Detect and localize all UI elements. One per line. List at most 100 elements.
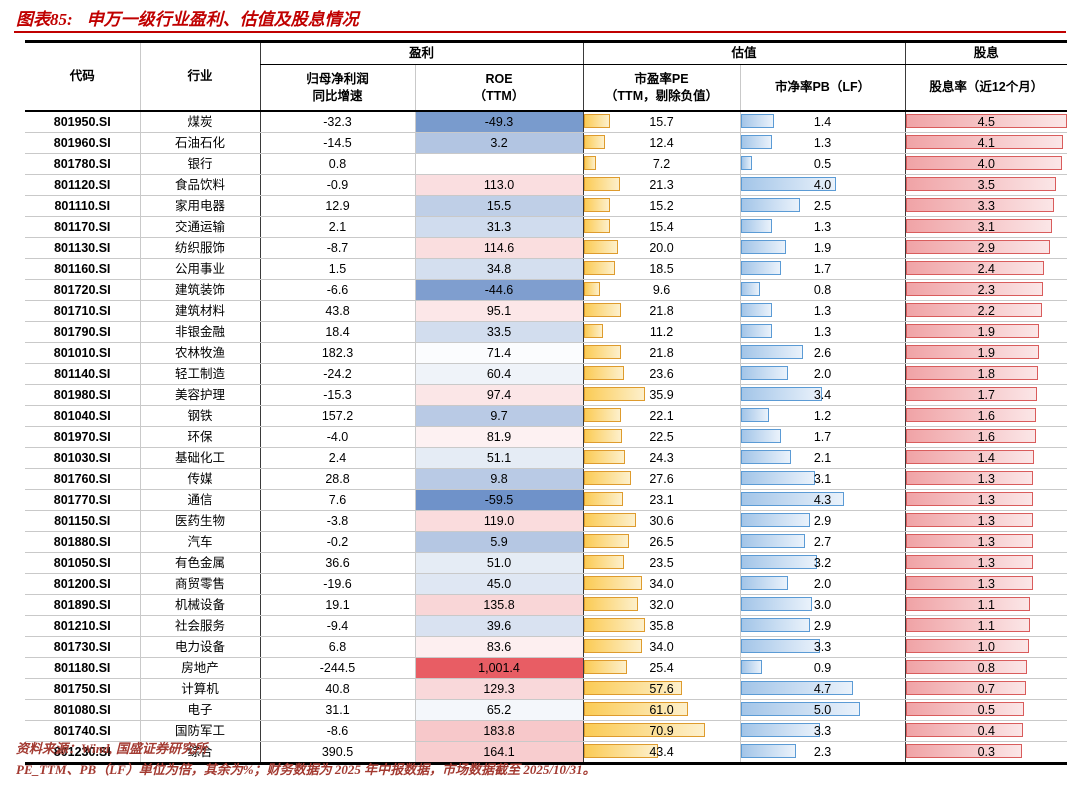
pe-cell: 15.4 — [582, 216, 741, 238]
pb-bar-wrap: 4.7 — [741, 679, 905, 699]
code-cell: 801980.SI — [25, 384, 140, 406]
pe-bar — [584, 660, 628, 674]
pe-bar — [584, 597, 639, 611]
pb-cell: 1.3 — [739, 132, 906, 154]
col-header-industry: 行业 — [139, 41, 260, 112]
table-row: 801790.SI 非银金融 18.4 33.5 11.2 1.3 1.9 — [25, 321, 1068, 343]
pe-bar-wrap: 23.5 — [584, 553, 740, 573]
table-row: 801140.SI 轻工制造 -24.2 60.4 23.6 2.0 1.8 — [25, 363, 1068, 385]
pb-cell: 1.4 — [739, 111, 906, 133]
industry-cell: 美容护理 — [139, 384, 260, 406]
dividend-bar-wrap: 2.9 — [906, 238, 1067, 258]
roe-cell: 119.0 — [414, 510, 584, 532]
growth-cell: -14.5 — [259, 132, 415, 154]
figure-title-text: 申万一级行业盈利、估值及股息情况 — [86, 10, 359, 29]
dividend-bar — [906, 198, 1055, 212]
dividend-value: 2.2 — [977, 304, 995, 318]
dividend-value: 1.9 — [977, 325, 995, 339]
pe-cell: 18.5 — [582, 258, 741, 280]
dividend-bar — [906, 744, 1022, 758]
pb-cell: 2.0 — [739, 363, 906, 385]
growth-cell: -8.6 — [259, 720, 415, 742]
dividend-bar — [906, 387, 1037, 401]
pb-bar — [741, 744, 796, 758]
pb-bar — [741, 492, 844, 506]
pb-cell: 4.0 — [739, 174, 906, 196]
pe-value: 21.8 — [649, 304, 674, 318]
pe-cell: 57.6 — [582, 678, 741, 700]
pb-bar — [741, 597, 813, 611]
roe-cell: 97.4 — [414, 384, 584, 406]
dividend-value: 1.3 — [977, 577, 995, 591]
pe-value: 12.4 — [649, 136, 674, 150]
pb-value: 3.1 — [813, 472, 832, 486]
dividend-bar — [906, 681, 1027, 695]
pe-cell: 34.0 — [582, 636, 741, 658]
dividend-value: 1.3 — [977, 493, 995, 507]
pe-bar — [584, 198, 610, 212]
growth-cell: -8.7 — [259, 237, 415, 259]
code-cell: 801150.SI — [25, 510, 140, 532]
pb-bar — [741, 471, 815, 485]
pb-cell: 3.2 — [739, 552, 906, 574]
dividend-cell: 1.3 — [904, 510, 1068, 532]
pe-bar-wrap: 21.8 — [584, 343, 740, 363]
source-org: 国盛证券研究所 — [112, 741, 207, 756]
growth-cell: -15.3 — [259, 384, 415, 406]
pb-bar — [741, 177, 837, 191]
pb-value: 4.3 — [813, 493, 832, 507]
pe-bar — [584, 240, 618, 254]
dividend-value: 2.3 — [977, 283, 995, 297]
pb-value: 1.3 — [813, 220, 832, 234]
growth-cell: 6.8 — [259, 636, 415, 658]
pe-bar-wrap: 27.6 — [584, 469, 740, 489]
code-cell: 801230.SI — [25, 741, 140, 764]
growth-cell: -6.6 — [259, 279, 415, 301]
code-cell: 801740.SI — [25, 720, 140, 742]
pb-value: 3.3 — [813, 640, 832, 654]
pe-bar — [584, 345, 621, 359]
pe-bar-wrap: 18.5 — [584, 259, 740, 279]
pe-value: 11.2 — [649, 325, 674, 339]
dividend-bar — [906, 639, 1030, 653]
dividend-bar-wrap: 1.4 — [906, 448, 1067, 468]
pb-value: 4.0 — [813, 178, 832, 192]
pb-value: 2.1 — [813, 451, 832, 465]
code-cell: 801780.SI — [25, 153, 140, 175]
pb-bar-wrap: 4.0 — [741, 175, 905, 195]
code-cell: 801110.SI — [25, 195, 140, 217]
pe-cell: 22.1 — [582, 405, 741, 427]
pb-value: 1.3 — [813, 136, 832, 150]
col-header-pe-line1: 市盈率PE — [634, 72, 689, 87]
pe-value: 24.3 — [649, 451, 674, 465]
growth-cell: 19.1 — [259, 594, 415, 616]
dividend-cell: 2.3 — [904, 279, 1068, 301]
col-header-code: 代码 — [25, 41, 140, 112]
code-cell: 801880.SI — [25, 531, 140, 553]
dividend-bar — [906, 618, 1031, 632]
table-row: 801890.SI 机械设备 19.1 135.8 32.0 3.0 1.1 — [25, 594, 1068, 616]
dividend-value: 1.9 — [977, 346, 995, 360]
dividend-bar — [906, 450, 1034, 464]
industry-cell: 非银金融 — [139, 321, 260, 343]
pe-cell: 7.2 — [582, 153, 741, 175]
pb-value: 0.5 — [813, 157, 832, 171]
growth-cell: 2.4 — [259, 447, 415, 469]
roe-cell: 33.5 — [414, 321, 584, 343]
pb-bar — [741, 450, 791, 464]
pb-bar-wrap: 2.0 — [741, 364, 905, 384]
pe-bar — [584, 114, 611, 128]
pe-cell: 32.0 — [582, 594, 741, 616]
code-cell: 801030.SI — [25, 447, 140, 469]
pb-bar — [741, 240, 786, 254]
table-row: 801030.SI 基础化工 2.4 51.1 24.3 2.1 1.4 — [25, 447, 1068, 469]
dividend-bar — [906, 156, 1062, 170]
pb-value: 3.4 — [813, 388, 832, 402]
dividend-cell: 0.4 — [904, 720, 1068, 742]
pe-bar — [584, 450, 626, 464]
industry-table: 代码 行业 盈利 估值 股息 归母净利润 同比增速 ROE （TTM） 市盈率P… — [25, 40, 1068, 765]
growth-cell: -24.2 — [259, 363, 415, 385]
dividend-cell: 1.8 — [904, 363, 1068, 385]
pb-cell: 4.7 — [739, 678, 906, 700]
pe-bar — [584, 261, 616, 275]
